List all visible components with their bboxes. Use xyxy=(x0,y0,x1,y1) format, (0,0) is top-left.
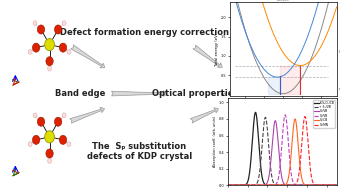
+ S₂/VB xyxy=(233,184,237,186)
S₂/VB xyxy=(295,184,299,186)
S₂/CB xyxy=(292,122,296,125)
Text: VB: VB xyxy=(339,88,340,92)
Text: Optical properties: Optical properties xyxy=(152,89,239,98)
Text: The  Sₚ substitution
defects of KDP crystal: The Sₚ substitution defects of KDP cryst… xyxy=(87,142,192,161)
Line: + S₂/VB: + S₂/VB xyxy=(228,117,337,185)
K₂S₂O₇/CB xyxy=(335,184,339,186)
Text: Defect: Defect xyxy=(277,0,289,2)
Line: S₂/VB: S₂/VB xyxy=(228,121,337,185)
Y-axis label: Absorption coeff. (arb. units): Absorption coeff. (arb. units) xyxy=(213,116,217,167)
S₂/VB xyxy=(233,184,237,186)
Circle shape xyxy=(33,21,37,26)
Circle shape xyxy=(45,39,54,51)
Circle shape xyxy=(54,117,62,126)
Circle shape xyxy=(32,135,40,144)
K₂S₂O₇/CB xyxy=(295,184,299,186)
S₂/VB xyxy=(226,184,230,186)
+ S₂/VB xyxy=(308,184,312,186)
S₂/VB xyxy=(308,184,312,186)
+ S₂/VB xyxy=(289,184,293,186)
Circle shape xyxy=(37,117,45,126)
Circle shape xyxy=(46,149,53,158)
K₂S₂O₇/CB xyxy=(253,111,257,114)
K₂S₂O₇/CB xyxy=(226,184,230,186)
K₂S₂O₇/CB xyxy=(289,184,293,186)
Line: S₂/MN: S₂/MN xyxy=(228,116,337,185)
Circle shape xyxy=(46,57,53,66)
S₂/VB xyxy=(320,184,324,186)
+ S₂/VB xyxy=(295,184,299,186)
S₂/VB xyxy=(295,184,299,186)
Text: Defect formation energy correction: Defect formation energy correction xyxy=(60,28,229,37)
S₂/VB xyxy=(335,184,339,186)
S₂/VB xyxy=(335,184,339,186)
S₂/VB xyxy=(292,183,296,185)
Circle shape xyxy=(62,21,66,26)
S₂/VB xyxy=(273,119,277,122)
Y-axis label: Total energy (eV): Total energy (eV) xyxy=(215,33,219,66)
S₂/MN xyxy=(308,169,312,171)
Circle shape xyxy=(37,25,45,34)
Circle shape xyxy=(59,135,67,144)
S₂/MN xyxy=(233,184,237,186)
Circle shape xyxy=(45,131,54,143)
Circle shape xyxy=(48,66,52,71)
S₂/VB xyxy=(233,184,237,186)
Text: CB: CB xyxy=(339,50,340,54)
S₂/VB xyxy=(292,184,296,186)
S₂/VB xyxy=(289,184,293,186)
Circle shape xyxy=(67,142,71,146)
S₂/CB xyxy=(289,155,293,157)
S₂/MN xyxy=(295,181,299,183)
Circle shape xyxy=(28,50,32,54)
S₂/MN xyxy=(320,184,324,186)
Circle shape xyxy=(28,142,32,146)
Circle shape xyxy=(33,113,37,118)
+ S₂/VB xyxy=(292,184,296,186)
S₂/VB xyxy=(308,184,312,186)
Line: S₂/VB: S₂/VB xyxy=(228,115,337,185)
Circle shape xyxy=(54,25,62,34)
S₂/MN xyxy=(289,184,293,186)
S₂/CB xyxy=(293,118,297,120)
Circle shape xyxy=(59,43,67,52)
S₂/VB xyxy=(226,184,230,186)
Text: Band edge: Band edge xyxy=(55,89,105,98)
S₂/CB xyxy=(308,184,312,186)
S₂/CB xyxy=(320,184,324,186)
K₂S₂O₇/CB xyxy=(233,184,237,186)
S₂/VB xyxy=(289,172,293,174)
K₂S₂O₇/CB xyxy=(320,184,324,186)
Line: S₂/CB: S₂/CB xyxy=(228,119,337,185)
Circle shape xyxy=(62,113,66,118)
Circle shape xyxy=(67,50,71,54)
+ S₂/VB xyxy=(335,184,339,186)
+ S₂/VB xyxy=(264,116,268,119)
S₂/MN xyxy=(335,184,339,186)
S₂/VB xyxy=(320,184,324,186)
S₂/CB xyxy=(226,184,230,186)
X-axis label: Configuration coordinate: Configuration coordinate xyxy=(258,105,308,109)
S₂/CB xyxy=(295,132,299,134)
S₂/CB xyxy=(233,184,237,186)
S₂/MN xyxy=(292,184,296,186)
S₂/MN xyxy=(303,115,307,118)
+ S₂/VB xyxy=(320,184,324,186)
Line: K₂S₂O₇/CB: K₂S₂O₇/CB xyxy=(228,112,337,185)
Legend: K₂S₂O₇/CB, + S₂/VB, S₂/VB, S₂/VB, S₂/CB, S₂/MN: K₂S₂O₇/CB, + S₂/VB, S₂/VB, S₂/VB, S₂/CB,… xyxy=(313,100,335,128)
S₂/VB xyxy=(283,114,287,116)
K₂S₂O₇/CB xyxy=(308,184,312,186)
Circle shape xyxy=(48,158,52,163)
+ S₂/VB xyxy=(226,184,230,186)
S₂/MN xyxy=(226,184,230,186)
S₂/CB xyxy=(335,184,339,186)
Circle shape xyxy=(32,43,40,52)
K₂S₂O₇/CB xyxy=(292,184,296,186)
